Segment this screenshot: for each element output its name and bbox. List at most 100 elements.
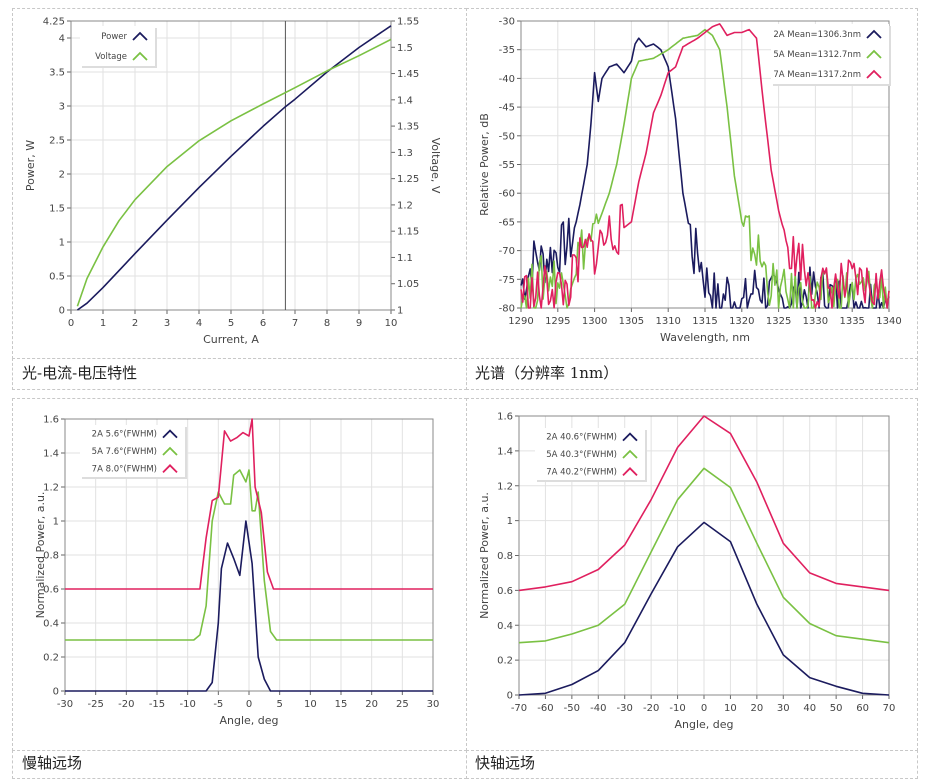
y-tick-label: 1: [507, 516, 513, 527]
x-tick-label: 1310: [655, 316, 680, 327]
x-tick-label: 6: [260, 318, 266, 329]
x-tick-label: 10: [385, 318, 398, 329]
x-tick-label: -70: [511, 703, 527, 714]
x-tick-label: 1335: [839, 316, 864, 327]
x-tick-label: -20: [643, 703, 659, 714]
x-tick-label: 2: [132, 318, 138, 329]
legend-label: 5A 40.3°(FWHM): [546, 450, 617, 460]
caption-fast-axis: 快轴远场: [475, 754, 536, 772]
y2-tick-label: 1.45: [397, 69, 419, 80]
y-tick-label: -75: [499, 275, 515, 286]
x-tick-label: 7: [292, 318, 298, 329]
legend-marker-icon: [162, 446, 178, 456]
y2-tick-label: 1.4: [397, 95, 413, 106]
series-line-1: [518, 467, 890, 644]
legend-box: [771, 24, 889, 84]
x-tick-label: 15: [335, 699, 348, 710]
y-tick-label: 4: [59, 34, 65, 45]
cell-fast-axis-caption: [466, 750, 918, 779]
caption-slow-axis: 慢轴远场: [22, 754, 83, 772]
legend-marker-icon: [866, 49, 882, 59]
x-tick-label: -20: [118, 699, 134, 710]
y-tick-label: -40: [499, 74, 515, 85]
y-tick-label: 0.8: [497, 551, 513, 562]
y-tick-label: 1.6: [43, 415, 59, 426]
x-tick-label: 1305: [619, 316, 644, 327]
x-tick-label: 70: [883, 703, 896, 714]
y-tick-label: 1.2: [43, 483, 59, 494]
plot-frame: [520, 20, 890, 309]
y-tick-label: -45: [499, 103, 515, 114]
x-tick-label: 30: [777, 703, 790, 714]
x-tick-label: 0: [701, 703, 707, 714]
x-tick-label: 25: [396, 699, 409, 710]
y-tick-label: -70: [499, 246, 515, 257]
legend-box: [80, 26, 155, 66]
y-axis-label: Power, W: [24, 140, 37, 191]
legend-label: 5A 7.6°(FWHM): [92, 447, 157, 457]
plot-frame: [64, 418, 434, 692]
series-line-2: [518, 415, 890, 592]
x-tick-label: 8: [324, 318, 330, 329]
y-tick-label: 0.5: [49, 272, 65, 283]
x-tick-label: 30: [427, 699, 440, 710]
y-axis-label: Normalized Power, a.u.: [34, 492, 47, 619]
y-tick-label: 3.5: [49, 68, 65, 79]
y-tick-label: 2.5: [49, 136, 65, 147]
x-tick-label: 1320: [729, 316, 754, 327]
series-line-0: [65, 520, 433, 692]
legend-label: 2A Mean=1306.3nm: [773, 30, 861, 40]
y-tick-label: 0: [53, 687, 59, 698]
x-tick-label: 1325: [766, 316, 791, 327]
y-tick-label: 1.5: [49, 204, 65, 215]
series-line-0: [518, 521, 890, 696]
legend-label: 7A Mean=1317.2nm: [773, 70, 861, 80]
plot-frame: [70, 20, 392, 311]
cell-spectrum-caption: [466, 358, 918, 390]
x-tick-label: 3: [164, 318, 170, 329]
x-tick-label: -10: [669, 703, 685, 714]
x-tick-label: 10: [304, 699, 317, 710]
y-tick-label: 4.25: [43, 17, 65, 28]
x-tick-label: 60: [856, 703, 869, 714]
x-axis-label: Current, A: [203, 333, 259, 346]
legend-marker-icon: [866, 69, 882, 79]
series-line-1: [520, 28, 890, 309]
legend-marker-icon: [866, 29, 882, 39]
y-tick-label: -60: [499, 189, 515, 200]
y2-tick-label: 1.5: [397, 43, 413, 54]
x-axis-label: Angle, deg: [219, 714, 278, 727]
series-line-0: [76, 25, 392, 311]
x-tick-label: -25: [87, 699, 103, 710]
y2-tick-label: 1.05: [397, 279, 419, 290]
y-tick-label: 0.6: [497, 586, 513, 597]
x-axis-label: Angle, deg: [674, 718, 733, 731]
legend-label: 5A Mean=1312.7nm: [773, 50, 861, 60]
y-axis-label: Relative Power, dB: [478, 113, 491, 216]
y2-tick-label: 1.15: [397, 227, 419, 238]
x-tick-label: 1340: [876, 316, 901, 327]
x-tick-label: 1: [100, 318, 106, 329]
x-tick-label: 5: [228, 318, 234, 329]
y2-tick-label: 1: [397, 306, 403, 317]
y-tick-label: -30: [499, 17, 515, 28]
legend-marker-icon: [132, 31, 148, 41]
y-tick-label: -80: [499, 304, 515, 315]
y-tick-label: 1: [53, 517, 59, 528]
x-tick-label: -50: [564, 703, 580, 714]
legend-marker-icon: [132, 51, 148, 61]
y-tick-label: 0.4: [43, 619, 59, 630]
series-line-2: [520, 23, 890, 309]
y2-tick-label: 1.1: [397, 253, 413, 264]
y-axis-label: Normalized Power, a.u.: [478, 492, 491, 619]
x-tick-label: 1330: [803, 316, 828, 327]
x-tick-label: 0: [68, 318, 74, 329]
y-tick-label: 3: [59, 102, 65, 113]
legend-label: Voltage: [95, 52, 127, 62]
x-tick-label: -40: [590, 703, 606, 714]
series-line-2: [65, 418, 433, 590]
x-tick-label: 50: [830, 703, 843, 714]
series-line-1: [76, 38, 392, 307]
x-tick-label: 5: [276, 699, 282, 710]
y-tick-label: 0.4: [497, 621, 513, 632]
